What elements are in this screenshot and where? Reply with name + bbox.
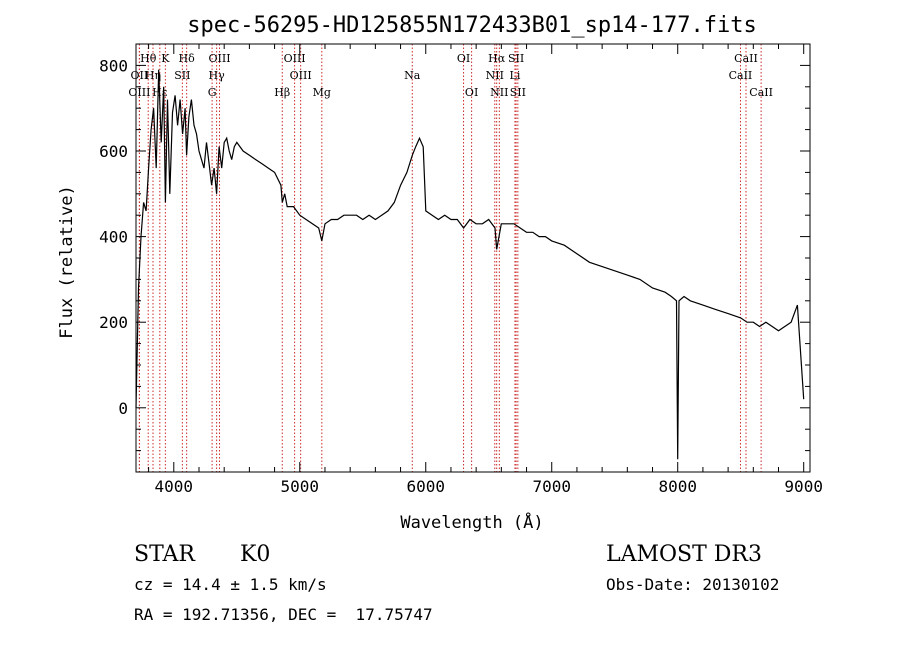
chart-title: spec-56295-HD125855N172433B01_sp14-177.f… xyxy=(187,13,757,38)
line-marker-label: OI xyxy=(457,52,470,65)
line-marker-label: OIII xyxy=(284,52,306,65)
line-marker-label: NII xyxy=(490,86,508,99)
line-marker-label: SII xyxy=(510,86,526,99)
x-axis-label: Wavelength (Å) xyxy=(400,511,543,533)
object-subclass: K0 xyxy=(240,542,270,567)
line-marker-label: Mg xyxy=(313,86,331,99)
radec-text: RA = 192.71356, DEC = 17.75747 xyxy=(134,605,433,624)
line-marker-label: CaII xyxy=(729,69,753,82)
line-marker-label: Na xyxy=(404,69,421,82)
object-class: STAR xyxy=(134,542,196,567)
x-tick-label: 6000 xyxy=(406,477,445,496)
line-markers xyxy=(138,44,762,472)
line-marker-label: SII xyxy=(174,69,190,82)
line-marker-label: OIII xyxy=(208,52,230,65)
line-marker-label: CaII xyxy=(749,86,773,99)
x-tick-label: 9000 xyxy=(784,477,823,496)
line-marker-label: Hγ xyxy=(209,69,226,82)
line-marker-label: Hα xyxy=(488,52,506,65)
x-tick-label: 5000 xyxy=(281,477,320,496)
obs-date-text: Obs-Date: 20130102 xyxy=(606,575,779,594)
line-marker-label: NII xyxy=(486,69,504,82)
line-marker-label: CaII xyxy=(734,52,758,65)
line-marker-label: Hδ xyxy=(179,52,196,65)
line-marker-label: OIII xyxy=(290,69,312,82)
x-tick-label: 4000 xyxy=(155,477,194,496)
line-marker-label: OII xyxy=(131,69,149,82)
y-tick-label: 0 xyxy=(118,399,128,418)
line-marker-label: Hβ xyxy=(274,86,290,99)
line-marker-label: SII xyxy=(508,52,524,65)
y-tick-label: 200 xyxy=(99,313,128,332)
y-tick-label: 800 xyxy=(99,56,128,75)
redshift-text: cz = 14.4 ± 1.5 km/s xyxy=(134,575,327,594)
y-axis-label: Flux (relative) xyxy=(57,185,77,339)
line-marker-label: Hθ xyxy=(140,52,157,65)
y-tick-label: 600 xyxy=(99,142,128,161)
line-marker-label: OI xyxy=(465,86,478,99)
x-tick-label: 7000 xyxy=(532,477,571,496)
line-marker-label: G xyxy=(208,86,217,99)
line-marker-label: OIII xyxy=(128,86,150,99)
spectrum-line xyxy=(135,69,805,460)
survey-name: LAMOST DR3 xyxy=(606,542,762,567)
y-tick-label: 400 xyxy=(99,228,128,247)
plot-frame xyxy=(135,43,811,473)
line-marker-label: K xyxy=(161,52,170,65)
y-axis-ticks: 0 200 400 600 800 xyxy=(99,56,810,452)
line-marker-label: Li xyxy=(510,69,521,82)
x-axis-ticks: 4000 5000 6000 7000 8000 9000 xyxy=(148,44,823,496)
x-tick-label: 8000 xyxy=(658,477,697,496)
line-marker-label: Hη xyxy=(145,69,161,82)
